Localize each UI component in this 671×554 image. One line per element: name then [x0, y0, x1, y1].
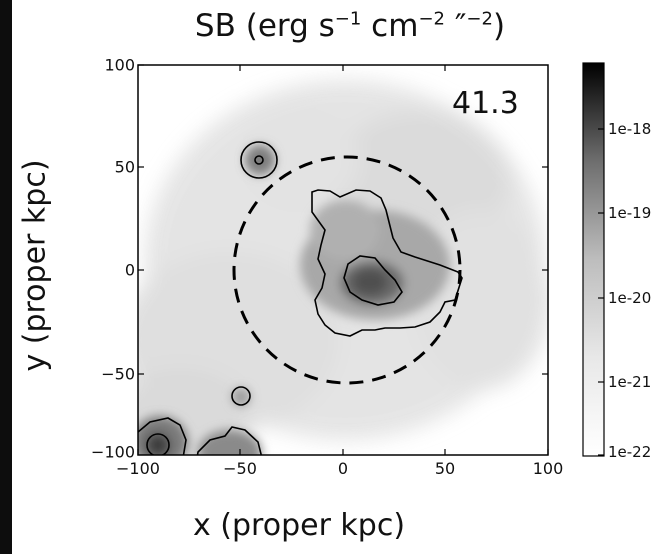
contour-lines	[138, 141, 463, 455]
y-axis-title: y (proper kpc)	[17, 159, 53, 372]
y-tick-label: −100	[91, 442, 135, 462]
redshift-annotation: 41.3	[452, 86, 519, 121]
x-axis-title: x (proper kpc)	[193, 508, 406, 543]
chart-title: SB (erg s−1 cm−2 ″−2)	[194, 8, 506, 44]
colorbar-tick-label: 1e-20	[608, 289, 652, 307]
satellite-emission	[245, 145, 275, 175]
y-tick-label: −50	[101, 364, 135, 384]
y-tick-label: 100	[104, 55, 135, 75]
x-tick-label: 100	[532, 459, 564, 478]
y-tick-label: 0	[124, 260, 135, 280]
colorbar-tick-label: 1e-21	[608, 373, 652, 391]
colorbar-tick-label: 1e-19	[608, 204, 652, 222]
colorbar-frame	[582, 62, 605, 457]
colorbar-tick-label: 1e-18	[608, 120, 652, 138]
left-edge-strip	[0, 0, 12, 554]
colorbar	[583, 63, 604, 456]
y-tick-label: 50	[114, 157, 135, 177]
x-tick-label: −100	[116, 459, 160, 478]
x-tick-label: 50	[434, 459, 456, 478]
x-tick-label: 0	[337, 459, 349, 478]
central-emission	[300, 200, 450, 320]
colorbar-ticks	[598, 128, 604, 456]
colorbar-tick-label: 1e-22	[608, 443, 652, 461]
surface-brightness-map	[138, 80, 548, 455]
x-tick-label: −50	[223, 459, 257, 478]
axis-ticks	[137, 64, 549, 455]
aperture-circle	[232, 155, 462, 385]
